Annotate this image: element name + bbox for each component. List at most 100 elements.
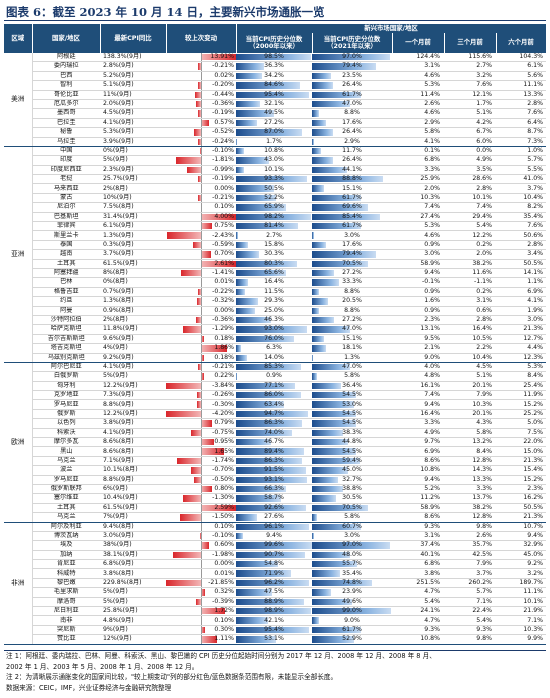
percentile-2021-cell: 79.4% xyxy=(312,249,392,260)
percentile-value: 96.1% xyxy=(264,522,284,530)
table-row: 非洲 阿尔及利亚 9.4%(8月) 0.10% 96.1% 60.7% 9.3% 9.8% 10… xyxy=(4,522,547,645)
percentile-2021-cell: 74.8% xyxy=(312,578,392,589)
cpi-6m-ago: 11.1% xyxy=(496,80,547,91)
latest-cpi: 4.1%(9月) xyxy=(100,362,166,373)
change-value: 0.75% xyxy=(214,222,234,230)
percentile-2021-cell: 70.5% xyxy=(312,259,392,270)
change-value: -0.32% xyxy=(212,297,234,305)
percentile-bar xyxy=(312,82,334,89)
cpi-1m-ago: 10.3% xyxy=(392,193,444,204)
latest-cpi: 5.1%(9月) xyxy=(100,80,166,91)
latest-cpi: 5%(9月) xyxy=(100,587,166,598)
cpi-3m-ago: 260.2% xyxy=(444,578,496,589)
percentile-value: 47.0% xyxy=(342,325,362,333)
change-value: 2.59% xyxy=(214,503,234,511)
percentile-2021-cell: 23.5% xyxy=(312,71,392,82)
change-cell: 0.75% xyxy=(166,221,236,232)
change-axis xyxy=(201,503,202,512)
change-cell: 1.72% xyxy=(166,606,236,617)
percentile-bar xyxy=(236,100,261,108)
change-bar xyxy=(201,373,205,380)
latest-cpi: 1.3%(9月) xyxy=(100,230,166,241)
change-bar xyxy=(196,401,201,408)
percentile-value: 69.6% xyxy=(342,203,362,211)
percentile-value: 71.9% xyxy=(264,569,284,577)
change-bar xyxy=(166,579,201,587)
change-cell: 0.18% xyxy=(166,334,236,345)
cpi-1m-ago: 10.8% xyxy=(392,634,444,645)
change-bar xyxy=(197,392,201,399)
percentile-2000-cell: 85.3% xyxy=(236,362,312,373)
percentile-bar xyxy=(236,589,273,596)
cpi-3m-ago: 0.2% xyxy=(444,240,496,251)
percentile-bar xyxy=(312,223,362,230)
cpi-6m-ago: 21.3% xyxy=(496,456,547,467)
cpi-3m-ago: 9.8% xyxy=(444,522,496,532)
change-bar xyxy=(201,223,212,230)
cpi-6m-ago: 189.7% xyxy=(496,578,547,589)
cpi-3m-ago: 5.1% xyxy=(444,108,496,119)
cpi-6m-ago: 6.9% xyxy=(496,287,547,298)
table-row: 斯里兰卡 1.3%(9月) -2.43% 2.7% 3.0% 4.6% 12.2% 50.6% xyxy=(4,230,547,241)
country-name: 阿尔巴尼亚 xyxy=(32,362,100,373)
change-cell: 0.10% xyxy=(166,522,236,532)
header-change: 较上次变动 xyxy=(166,24,237,53)
percentile-bar xyxy=(312,326,350,333)
percentile-2021-cell: 5.8% xyxy=(312,371,392,382)
percentile-2021-cell: 61.7% xyxy=(312,221,392,232)
percentile-bar xyxy=(236,326,307,333)
percentile-bar xyxy=(236,392,302,399)
change-cell: -0.21% xyxy=(166,362,236,373)
cpi-6m-ago: 4.1% xyxy=(496,296,547,307)
change-cell: 0.57% xyxy=(166,118,236,129)
percentile-2000-cell: 10.8% xyxy=(236,146,312,157)
change-value: -0.50% xyxy=(212,475,234,483)
change-value: 2.61% xyxy=(214,259,234,267)
percentile-bar xyxy=(236,269,286,277)
percentile-2000-cell: 27.6% xyxy=(236,512,312,523)
percentile-value: 49.5% xyxy=(264,109,284,117)
percentile-value: 8.8% xyxy=(344,306,360,314)
change-axis xyxy=(201,231,202,240)
change-value: -0.10% xyxy=(212,147,234,154)
latest-cpi: 4.5%(9月) xyxy=(100,108,166,119)
cpi-6m-ago: 3.2% xyxy=(496,568,547,579)
percentile-value: 32.1% xyxy=(264,100,284,108)
percentile-value: 27.2% xyxy=(342,316,362,324)
change-cell: 0.02% xyxy=(166,71,236,82)
change-axis xyxy=(201,466,202,475)
table-row: 欧洲 阿尔巴尼亚 4.1%(9月) -0.21% 85.3% 47.0% 4.0% 4.5% 5… xyxy=(4,362,547,523)
cpi-3m-ago: 28.6% xyxy=(444,174,496,185)
country-name: 土耳其 xyxy=(32,503,100,514)
percentile-bar xyxy=(312,504,369,512)
country-name: 乌拉圭 xyxy=(32,137,100,147)
latest-cpi: 0.7%(9月) xyxy=(100,287,166,298)
percentile-2000-cell: 47.5% xyxy=(236,587,312,598)
cpi-6m-ago: 7.5% xyxy=(496,428,547,439)
percentile-bar xyxy=(312,100,350,108)
latest-cpi: 9.2%(9月) xyxy=(100,353,166,363)
cpi-3m-ago: 1.7% xyxy=(444,99,496,110)
country-name: 摩洛哥 xyxy=(32,597,100,608)
change-value: 1.11% xyxy=(214,635,234,643)
percentile-bar xyxy=(236,570,291,577)
cpi-3m-ago: 3.5% xyxy=(444,165,496,176)
percentile-bar xyxy=(312,307,320,314)
change-bar xyxy=(201,448,225,455)
country-name: 厄瓜多尔 xyxy=(32,99,100,110)
percentile-2021-cell: 15.1% xyxy=(312,183,392,194)
cpi-6m-ago: 7.3% xyxy=(496,137,547,147)
change-value: 0.80% xyxy=(214,485,234,493)
cpi-1m-ago: 5.4% xyxy=(392,597,444,608)
change-cell: 1.11% xyxy=(166,634,236,645)
cpi-6m-ago: 5.7% xyxy=(496,155,547,166)
table-row: 匈牙利 12.2%(9月) -3.84% 77.1% 36.4% 16.1% 20.1% 25… xyxy=(4,381,547,392)
table-row: 黎巴嫩 229.8%(8月) -21.85% 96.2% 74.8% 251.5% 260.… xyxy=(4,578,547,589)
change-cell: -0.19% xyxy=(166,108,236,119)
cpi-1m-ago: 6.8% xyxy=(392,155,444,166)
cpi-3m-ago: 12.8% xyxy=(444,456,496,467)
percentile-bar xyxy=(312,316,334,324)
cpi-1m-ago: 9.4% xyxy=(392,475,444,485)
header-6m-ago: 六个月前 xyxy=(496,33,547,53)
inflation-table: 区域 国家/地区 最新CPI同比 较上次变动 新兴市场国家/地区 当前CPI历史… xyxy=(4,24,547,645)
